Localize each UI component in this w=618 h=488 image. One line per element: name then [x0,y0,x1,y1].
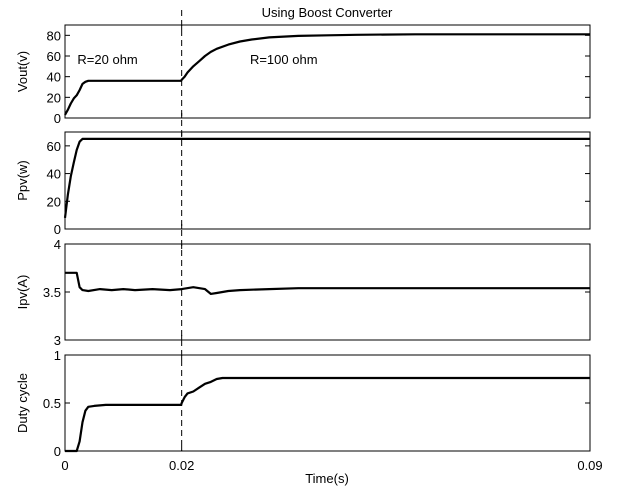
x-tick-label: 0.09 [577,458,602,473]
annotation-label: R=20 ohm [77,52,137,67]
y-tick-label: 4 [54,237,61,252]
series-line [63,137,590,219]
y-axis-label: Vout(v) [15,51,30,92]
x-tick-label: 0 [61,458,68,473]
chart-title: Using Boost Converter [262,5,393,20]
x-tick-label: 0.02 [169,458,194,473]
y-tick-label: 0.5 [43,396,61,411]
y-axis-label: Ppv(w) [15,160,30,200]
y-tick-label: 3 [54,333,61,348]
y-tick-label: 20 [47,90,61,105]
x-axis-ticks: 0 0.02 0.09 [61,458,602,473]
panel-1: 0 20 40 60 80 Vout(v) R=20 ohm R=100 ohm [15,24,591,126]
y-tick-label: 20 [47,194,61,209]
panel-3: 3 3.5 4 Ipv(A) [15,237,591,348]
series-line [65,271,590,295]
y-tick-label: 3.5 [43,285,61,300]
annotation-label: R=100 ohm [250,52,318,67]
axes-box [64,131,591,230]
y-tick-label: 0 [54,111,61,126]
y-axis-label: Ipv(A) [15,275,30,310]
panel-4: 0 0.5 1 Duty cycle [15,348,591,459]
y-tick-label: 1 [54,348,61,363]
axes-box [64,354,591,452]
series-line [65,376,590,453]
panel-2: 0 20 40 60 Ppv(w) [15,131,591,237]
y-tick-label: 0 [54,444,61,459]
y-tick-label: 40 [47,167,61,182]
y-tick-label: 60 [47,49,61,64]
axes-box [64,243,591,341]
y-tick-label: 60 [47,139,61,154]
y-tick-label: 80 [47,28,61,43]
y-tick-label: 0 [54,222,61,237]
y-axis-label: Duty cycle [15,373,30,433]
axes-box [64,24,591,119]
y-tick-label: 40 [47,70,61,85]
x-axis-label: Time(s) [305,471,349,486]
series-line [64,33,590,116]
